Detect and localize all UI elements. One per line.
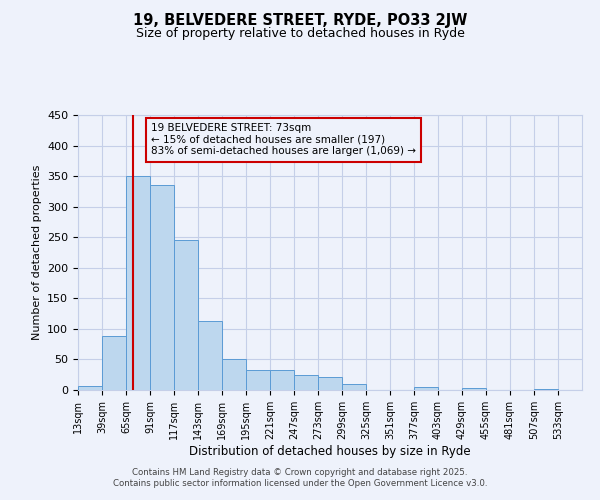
Bar <box>102 336 126 390</box>
Bar <box>318 377 342 390</box>
X-axis label: Distribution of detached houses by size in Ryde: Distribution of detached houses by size … <box>189 444 471 458</box>
Bar <box>222 360 246 390</box>
Text: Size of property relative to detached houses in Ryde: Size of property relative to detached ho… <box>136 28 464 40</box>
Bar <box>534 389 558 390</box>
Bar <box>174 240 198 390</box>
Bar <box>150 184 174 390</box>
Bar <box>462 388 486 390</box>
Bar <box>342 384 366 390</box>
Text: 19, BELVEDERE STREET, RYDE, PO33 2JW: 19, BELVEDERE STREET, RYDE, PO33 2JW <box>133 12 467 28</box>
Bar <box>78 386 102 390</box>
Bar <box>198 321 222 390</box>
Bar <box>294 374 318 390</box>
Bar <box>414 387 438 390</box>
Y-axis label: Number of detached properties: Number of detached properties <box>32 165 41 340</box>
Text: Contains HM Land Registry data © Crown copyright and database right 2025.
Contai: Contains HM Land Registry data © Crown c… <box>113 468 487 487</box>
Bar <box>270 370 294 390</box>
Bar <box>126 176 150 390</box>
Bar <box>246 370 270 390</box>
Text: 19 BELVEDERE STREET: 73sqm
← 15% of detached houses are smaller (197)
83% of sem: 19 BELVEDERE STREET: 73sqm ← 15% of deta… <box>151 123 416 156</box>
